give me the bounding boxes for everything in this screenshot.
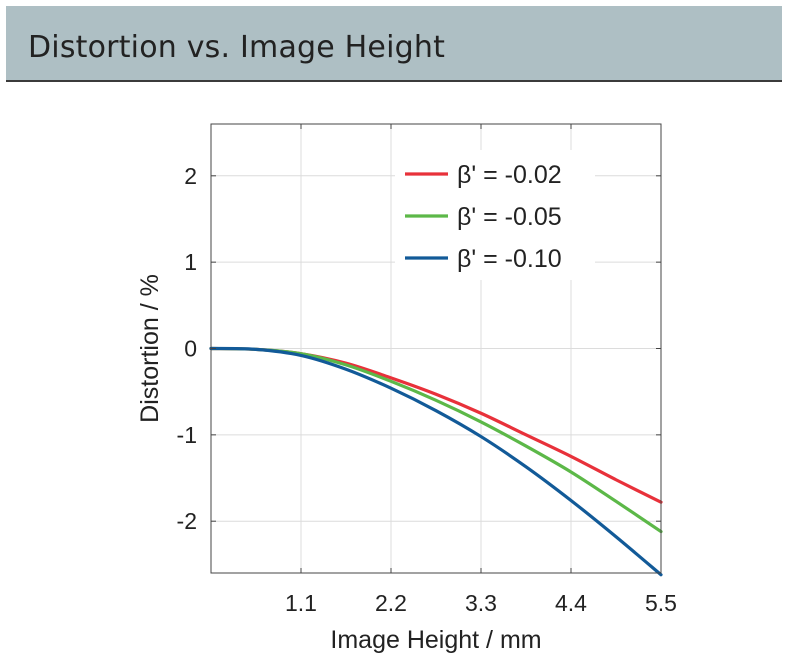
series-line-3 bbox=[209, 346, 663, 577]
x-tick-label: 1.1 bbox=[285, 590, 317, 616]
x-tick-label: 3.3 bbox=[465, 590, 497, 616]
x-axis-label: Image Height / mm bbox=[330, 626, 541, 654]
legend-label: β' = -0.05 bbox=[457, 203, 562, 231]
y-tick-label: 1 bbox=[184, 249, 197, 275]
series-line-2 bbox=[209, 346, 663, 534]
x-tick-label: 4.4 bbox=[555, 590, 587, 616]
y-tick-label: 2 bbox=[184, 163, 197, 189]
y-tick-label: -1 bbox=[177, 422, 197, 448]
y-axis-label: Distortion / % bbox=[136, 274, 164, 423]
y-tick-label: -2 bbox=[177, 508, 197, 534]
page-title: Distortion vs. Image Height bbox=[28, 30, 446, 65]
x-tick-label: 5.5 bbox=[645, 590, 677, 616]
legend: β' = -0.02 β' = -0.05 β' = -0.10 bbox=[395, 150, 595, 280]
y-tick-label: 0 bbox=[184, 336, 197, 362]
header-band: Distortion vs. Image Height bbox=[6, 6, 782, 82]
axis-ticks: 1.1 2.2 3.3 4.4 5.5 2 1 0 -1 -2 bbox=[177, 124, 677, 616]
legend-label: β' = -0.02 bbox=[457, 161, 562, 189]
legend-label: β' = -0.10 bbox=[457, 245, 562, 273]
x-tick-label: 2.2 bbox=[375, 590, 407, 616]
series-line-1 bbox=[209, 346, 663, 504]
series-lines bbox=[209, 346, 663, 577]
